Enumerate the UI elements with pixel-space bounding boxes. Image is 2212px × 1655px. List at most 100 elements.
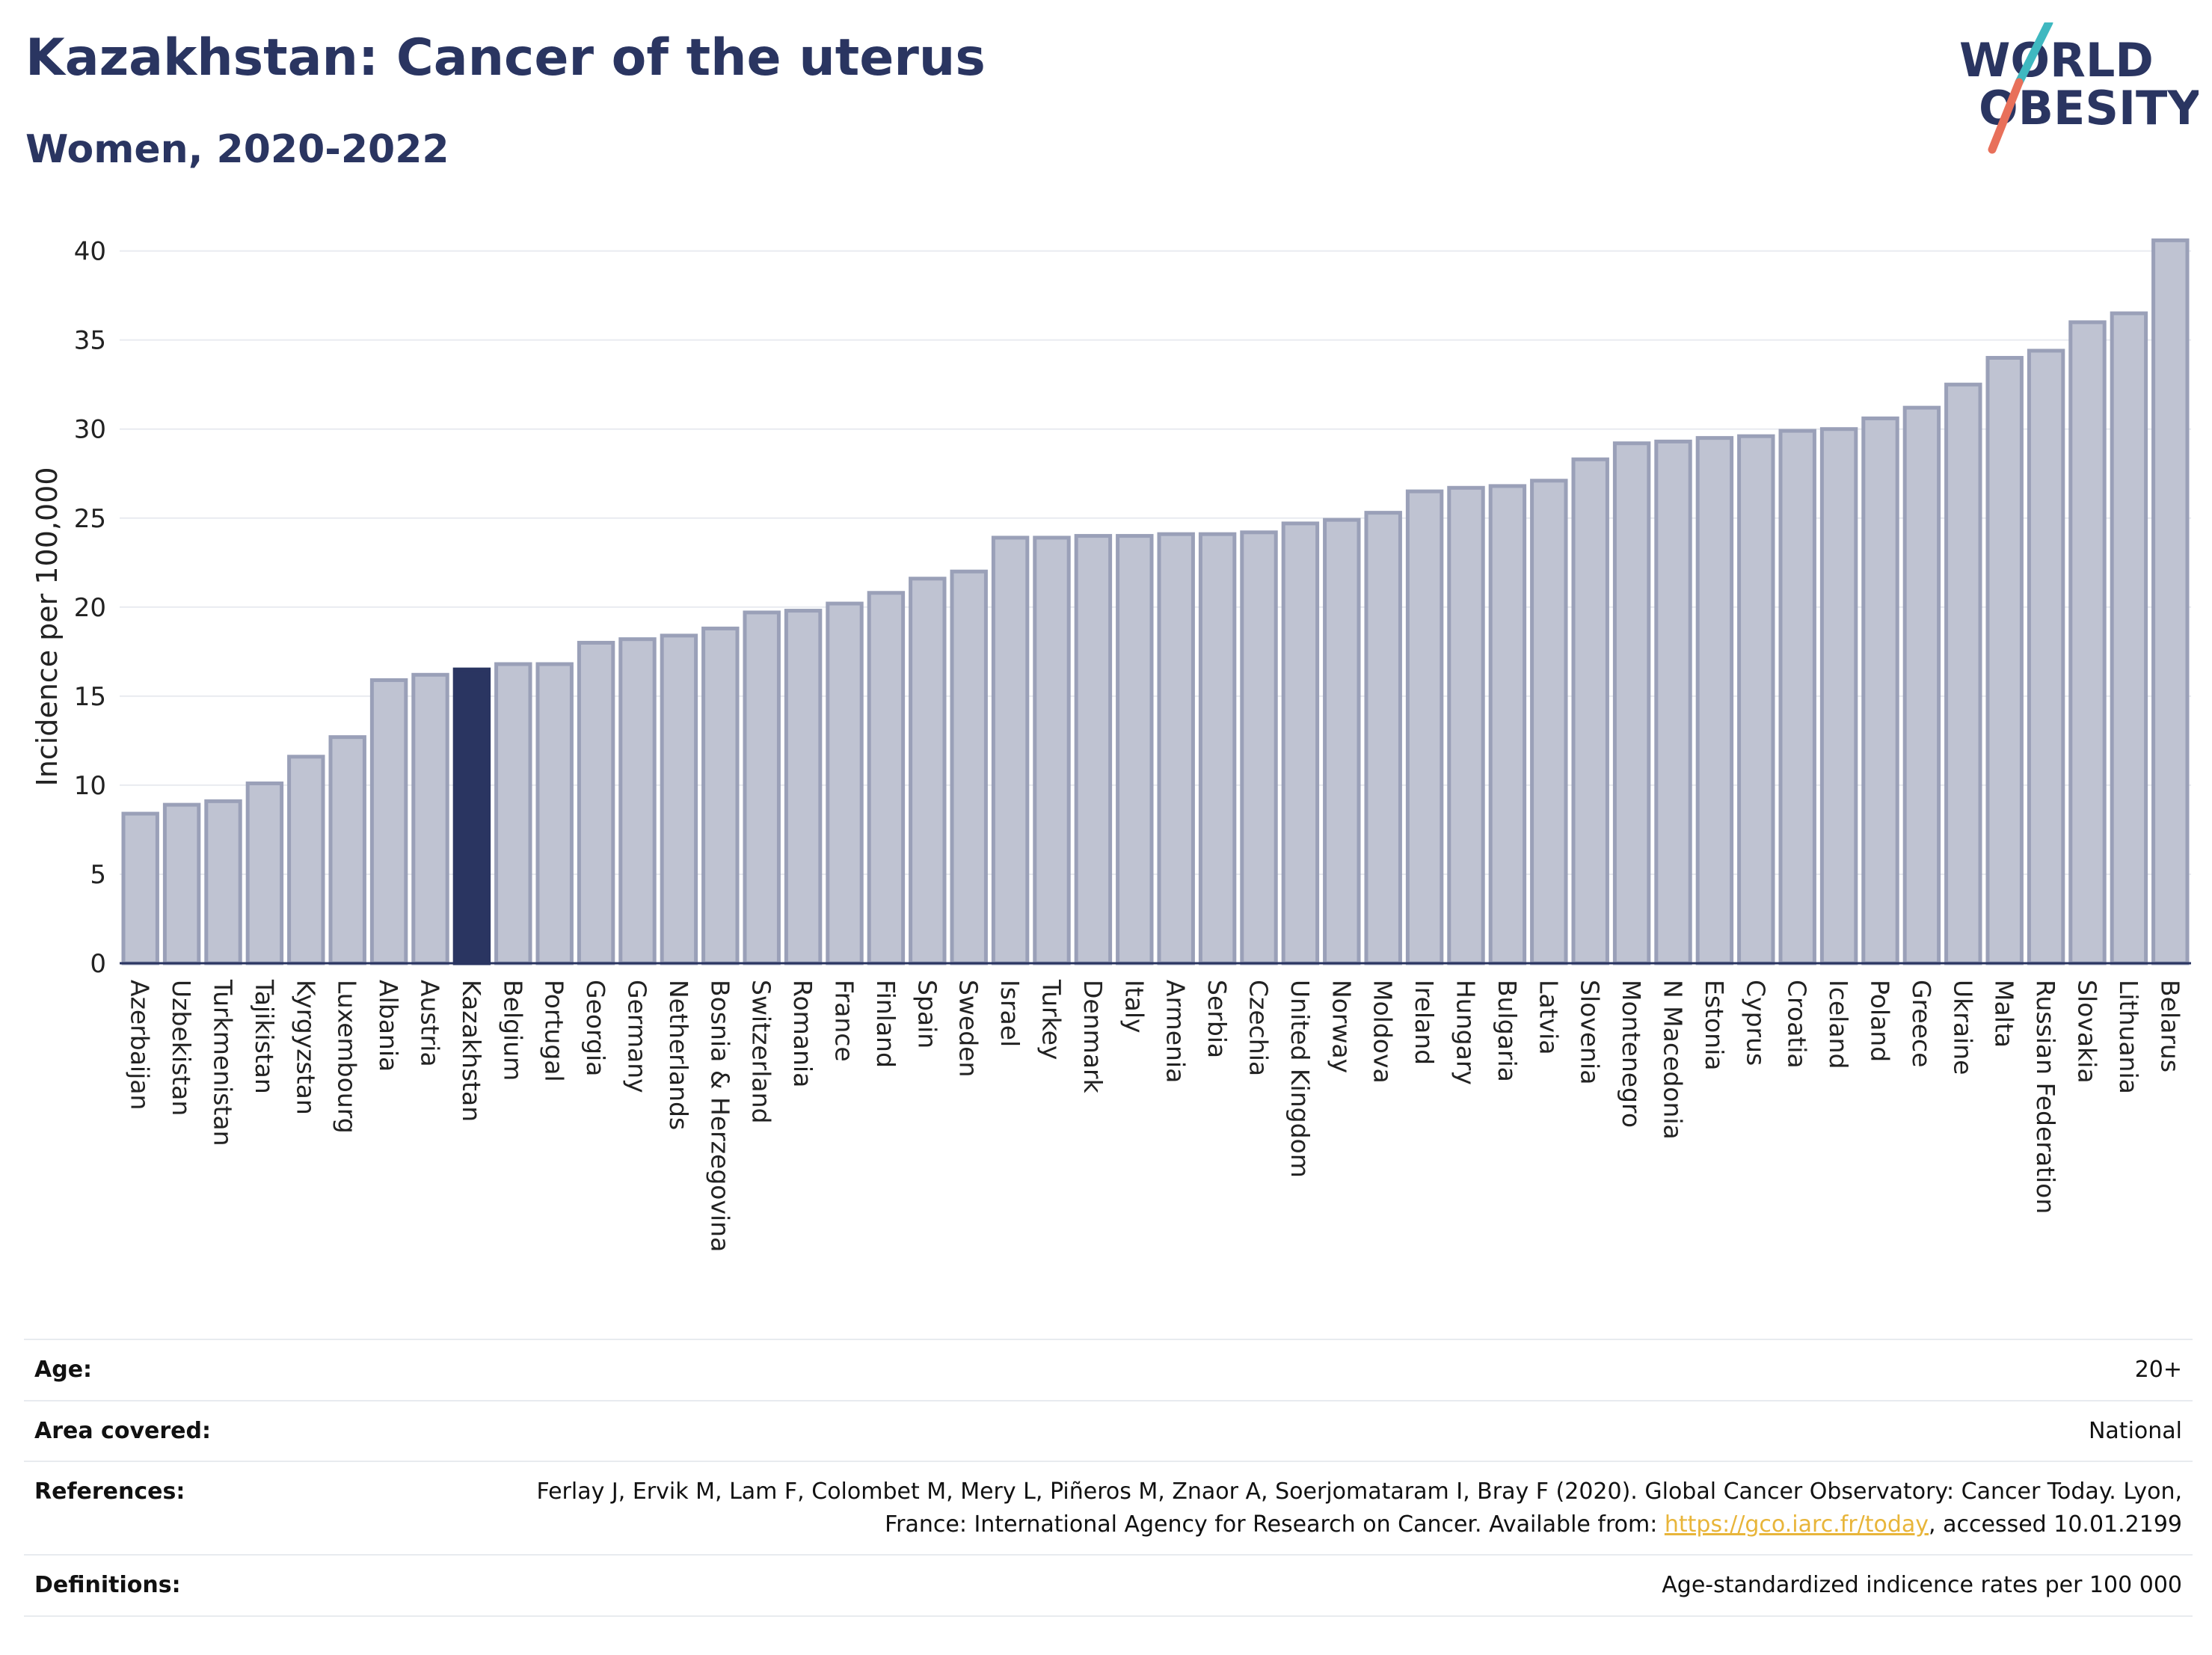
bar-switzerland xyxy=(743,610,781,965)
bar-bosnia-herzegovina xyxy=(701,626,740,965)
x-tick-label: Czechia xyxy=(1244,980,1274,1076)
page-subtitle: Women, 2020-2022 xyxy=(25,127,449,172)
x-tick-label: Poland xyxy=(1866,980,1895,1062)
x-axis-ticks: Azerbaijan Uzbekistan Turkmenistan Tajikist… xyxy=(126,979,2185,1252)
bar-israel xyxy=(991,535,1030,965)
x-tick-label: Ukraine xyxy=(1948,980,1977,1075)
y-tick-label: 40 xyxy=(74,237,106,267)
bar-croatia xyxy=(1778,429,1816,965)
x-tick-label: Italy xyxy=(1119,980,1149,1034)
bar-austria xyxy=(411,672,449,965)
x-tick-label: Greece xyxy=(1907,980,1936,1067)
area-value: National xyxy=(2088,1417,2182,1444)
bar-montenegro xyxy=(1612,441,1651,965)
x-tick-label: Slovenia xyxy=(1576,980,1605,1084)
x-tick-label: Latvia xyxy=(1534,980,1563,1054)
bar-belarus xyxy=(2151,238,2190,965)
bar-norway xyxy=(1323,518,1361,965)
logo-slash-top xyxy=(2015,22,2053,87)
bar-hungary xyxy=(1447,485,1485,965)
x-tick-label: Sweden xyxy=(954,980,983,1077)
x-tick-label: Croatia xyxy=(1783,980,1812,1069)
references-link[interactable]: https://gco.iarc.fr/today xyxy=(1664,1511,1929,1538)
bar-estonia xyxy=(1695,436,1734,965)
bar-moldova xyxy=(1364,511,1402,965)
x-tick-label: Malta xyxy=(1990,980,2019,1048)
x-tick-label: Kazakhstan xyxy=(457,980,486,1122)
logo-line1: WORLD xyxy=(1959,33,2154,87)
references-value: Ferlay J, Ervik M, Lam F, Colombet M, Me… xyxy=(462,1476,2182,1541)
definitions-value: Age-standardized indicence rates per 100… xyxy=(1662,1572,2182,1598)
meta-row-references: References: Ferlay J, Ervik M, Lam F, Co… xyxy=(24,1461,2193,1554)
bar-kazakhstan xyxy=(452,667,491,965)
x-tick-label: Spain xyxy=(912,980,941,1048)
bar-slovakia xyxy=(2068,320,2107,965)
x-tick-label: N Macedonia xyxy=(1659,980,1688,1140)
x-tick-label: Serbia xyxy=(1202,980,1232,1058)
x-tick-label: Romania xyxy=(788,980,817,1087)
bar-poland xyxy=(1861,416,1899,965)
x-tick-label: Bulgaria xyxy=(1493,980,1522,1082)
bar-cyprus xyxy=(1737,434,1775,965)
bar-uzbekistan xyxy=(162,802,201,965)
x-tick-label: Kyrgyzstan xyxy=(291,980,320,1115)
y-tick-label: 0 xyxy=(90,949,106,979)
bar-greece xyxy=(1902,405,1941,965)
bar-azerbaijan xyxy=(121,811,159,965)
x-tick-label: Georgia xyxy=(581,980,610,1076)
bar-turkmenistan xyxy=(204,799,242,965)
bar-ireland xyxy=(1405,489,1444,965)
bar-latvia xyxy=(1530,479,1568,965)
x-tick-label: Tajikistan xyxy=(250,979,279,1094)
bar-romania xyxy=(784,609,823,965)
x-tick-label: Hungary xyxy=(1451,980,1481,1085)
x-tick-label: Moldova xyxy=(1368,980,1398,1084)
bar-n-macedonia xyxy=(1654,439,1692,965)
definitions-label: Definitions: xyxy=(34,1572,181,1598)
x-tick-label: Turkey xyxy=(1037,979,1066,1060)
references-text: Ferlay J, Ervik M, Lam F, Colombet M, Me… xyxy=(536,1479,2182,1538)
x-tick-label: Lithuania xyxy=(2114,980,2143,1094)
x-tick-label: Luxembourg xyxy=(333,980,362,1134)
x-tick-label: Bosnia & Herzegovina xyxy=(705,980,734,1252)
x-tick-label: Portugal xyxy=(540,980,569,1082)
x-tick-label: Montenegro xyxy=(1617,980,1646,1128)
x-tick-label: Israel xyxy=(995,980,1024,1047)
x-tick-label: Albania xyxy=(374,980,403,1072)
bars xyxy=(121,238,2190,965)
x-tick-label: Norway xyxy=(1327,980,1356,1073)
y-tick-label: 10 xyxy=(74,771,106,801)
bar-sweden xyxy=(950,569,988,965)
x-tick-label: Switzerland xyxy=(747,980,776,1124)
logo-slash-bottom xyxy=(1988,78,2024,154)
page-title: Kazakhstan: Cancer of the uterus xyxy=(25,28,986,87)
bar-tajikistan xyxy=(245,782,284,965)
bar-malta xyxy=(1985,355,2024,965)
x-tick-label: Azerbaijan xyxy=(126,980,155,1110)
bar-united-kingdom xyxy=(1281,521,1320,965)
x-tick-label: Turkmenistan xyxy=(209,979,238,1146)
bar-france xyxy=(826,601,864,965)
x-tick-label: Austria xyxy=(416,980,445,1067)
x-tick-label: Finland xyxy=(871,980,900,1068)
x-tick-label: Iceland xyxy=(1824,980,1853,1069)
bar-spain xyxy=(909,577,947,965)
bar-italy xyxy=(1116,534,1154,965)
metadata-table: Age: 20+ Area covered: National Referenc… xyxy=(24,1339,2193,1617)
bar-chart: 0 5 10 15 20 25 30 35 40 Azerbaijan Uzbekistan Tur… xyxy=(31,237,2191,1252)
bar-portugal xyxy=(535,662,574,965)
x-tick-label: Uzbekistan xyxy=(167,980,196,1116)
bar-finland xyxy=(867,591,906,965)
meta-row-age: Age: 20+ xyxy=(24,1339,2193,1400)
bar-denmark xyxy=(1074,534,1113,965)
y-tick-label: 20 xyxy=(74,593,106,623)
x-tick-label: Armenia xyxy=(1161,980,1191,1083)
bar-albania xyxy=(369,678,408,965)
x-tick-label: Russian Federation xyxy=(2031,980,2060,1214)
bar-turkey xyxy=(1033,535,1071,965)
bar-czechia xyxy=(1240,530,1278,965)
x-tick-label: United Kingdom xyxy=(1285,980,1315,1178)
bar-iceland xyxy=(1819,427,1858,965)
y-axis-ticks: 0 5 10 15 20 25 30 35 40 xyxy=(74,237,106,979)
x-tick-label: Belarus xyxy=(2155,980,2184,1072)
